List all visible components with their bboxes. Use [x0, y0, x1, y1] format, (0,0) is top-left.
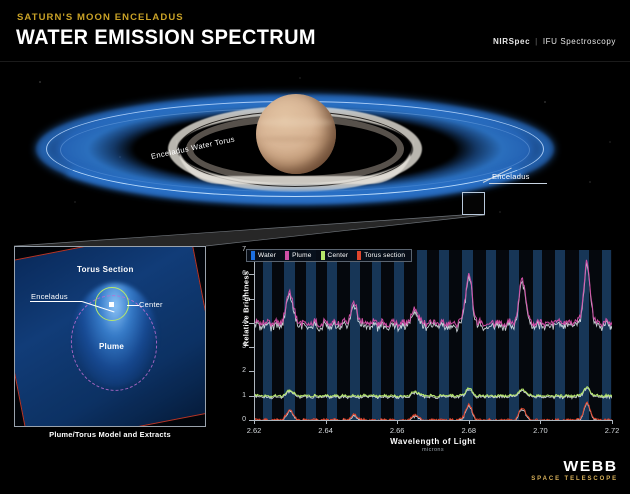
water-band [349, 250, 360, 420]
saturn-torus-illustration: Enceladus Water Torus Enceladus [0, 62, 630, 237]
water-band [305, 250, 316, 420]
water-band [327, 250, 338, 420]
webb-logo: WEBB SPACE TELESCOPE [531, 458, 618, 482]
water-band [485, 250, 496, 420]
y-tick-label: 2 [242, 367, 246, 375]
y-tick-label: 5 [242, 294, 246, 302]
water-band [394, 250, 405, 420]
enceladus-marker [109, 302, 114, 307]
water-band [439, 250, 450, 420]
spectrum-trace-observed [255, 402, 610, 420]
water-band [416, 250, 427, 420]
water-band [532, 250, 543, 420]
x-tick [254, 420, 255, 424]
y-tick [249, 395, 254, 397]
water-band [555, 250, 566, 420]
y-tick [249, 298, 254, 300]
x-tick-label: 2.68 [461, 426, 477, 435]
inset-center-leader [127, 305, 139, 306]
header-divider [0, 61, 630, 62]
spectrum-traces [254, 259, 612, 420]
legend-swatch [251, 251, 255, 260]
observing-mode: IFU Spectroscopy [542, 37, 616, 46]
inset-plume-label: Plume [99, 342, 125, 351]
water-band [462, 250, 474, 420]
y-axis-line [254, 250, 255, 420]
plume-torus-model-panel: Torus Section Enceladus Center Plume [14, 246, 206, 427]
inset-title: Torus Section [77, 265, 134, 274]
x-tick [540, 420, 542, 424]
water-band [508, 250, 519, 420]
x-tick-label: 2.66 [389, 426, 405, 435]
y-tick-label: 0 [242, 416, 246, 423]
inset-caption: Plume/Torus Model and Extracts [49, 430, 171, 439]
legend-label: Center [327, 252, 349, 259]
x-tick-label: 2.62 [246, 426, 262, 435]
x-tick [612, 420, 613, 424]
water-band [262, 250, 272, 420]
x-tick-label: 2.72 [604, 426, 620, 435]
page-title: WATER EMISSION SPECTRUM [16, 26, 316, 49]
y-tick [249, 322, 254, 324]
x-axis-line [254, 420, 612, 421]
enceladus-callout-label: Enceladus [492, 172, 530, 181]
y-tick [249, 420, 254, 421]
header-eyebrow: SATURN'S MOON ENCELADUS [17, 12, 184, 23]
instrument-credit: NIRSpec | IFU Spectroscopy [493, 37, 616, 46]
spectrum-trace-torus-section [254, 401, 612, 420]
y-tick [249, 347, 254, 349]
x-axis-units: microns [421, 447, 445, 453]
legend-swatch [285, 251, 290, 260]
webb-logo-name: WEBB [563, 458, 618, 475]
center-aperture-circle [95, 287, 129, 321]
inset-center-label: Center [139, 300, 163, 309]
legend-entry: Torus section [357, 251, 405, 260]
enceladus-label-underline [489, 183, 547, 184]
chart-legend: Water Plume Center Torus section [246, 249, 413, 262]
x-tick [397, 420, 399, 424]
legend-swatch [320, 251, 325, 260]
water-band [601, 250, 612, 420]
legend-label: Torus section [364, 252, 406, 259]
water-band [579, 250, 590, 420]
spectrum-trace-observed [254, 387, 612, 400]
credit-separator: | [535, 37, 538, 46]
legend-label: Water [258, 252, 277, 259]
torus-orbit-front-line [46, 101, 544, 197]
instrument-name: NIRSpec [493, 37, 531, 46]
inset-enceladus-label: Enceladus [31, 292, 68, 301]
y-tick-label: 4 [242, 318, 246, 326]
y-tick [249, 371, 254, 373]
spectrum-chart: 0 1 2 3 4 5 6 7 2.62 2.64 2.66 2.68 2.70 2.72 Relati… [222, 244, 620, 453]
spectrum-trace-plume [254, 259, 612, 329]
enceladus-highlight-box [462, 192, 485, 215]
water-band [284, 250, 296, 420]
plot-area [254, 250, 612, 420]
legend-entry: Center [320, 251, 349, 260]
y-tick [249, 274, 254, 276]
webb-logo-subtitle: SPACE TELESCOPE [531, 476, 618, 482]
legend-entry: Water [251, 251, 276, 260]
x-axis-title: Wavelength of Light [390, 437, 476, 446]
header: SATURN'S MOON ENCELADUS WATER EMISSION S… [0, 0, 630, 62]
inset-enceladus-underline [30, 301, 82, 302]
x-tick [468, 420, 470, 424]
x-tick-label: 2.64 [318, 426, 333, 435]
legend-label: Plume [292, 252, 312, 259]
legend-swatch [357, 251, 362, 260]
y-axis-title: Relative Brightness [241, 270, 251, 347]
spectrum-trace-center [254, 386, 612, 399]
y-tick-label: 6 [242, 270, 246, 278]
y-tick-label: 3 [242, 343, 246, 351]
x-tick-label: 2.70 [533, 426, 548, 435]
y-tick-label: 7 [242, 246, 246, 253]
water-band [372, 250, 382, 420]
legend-entry: Plume [285, 251, 311, 260]
y-tick-label: 1 [242, 391, 246, 399]
x-tick [325, 420, 327, 424]
